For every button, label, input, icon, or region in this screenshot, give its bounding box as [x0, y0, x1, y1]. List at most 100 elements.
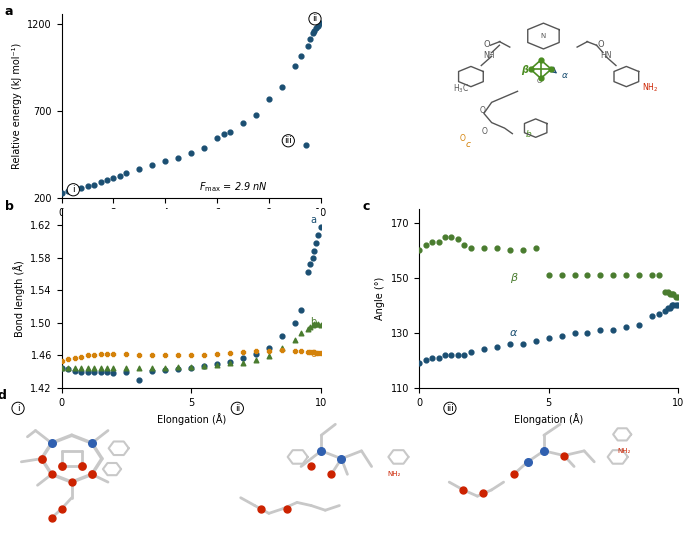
Text: α: α	[562, 71, 567, 80]
Point	[315, 18, 326, 27]
Text: O: O	[459, 134, 465, 143]
Text: $F_{\mathrm{max}}$ = 2.9 nN: $F_{\mathrm{max}}$ = 2.9 nN	[199, 180, 268, 194]
Point	[306, 462, 316, 471]
Point	[296, 51, 307, 60]
Point	[134, 350, 145, 359]
Point	[62, 187, 73, 196]
Point	[308, 348, 319, 357]
Point	[212, 360, 223, 369]
Point	[310, 348, 321, 357]
Text: HN: HN	[600, 51, 612, 60]
Point	[69, 366, 80, 375]
Point	[186, 363, 197, 372]
Point	[309, 348, 320, 357]
Point	[101, 175, 112, 184]
Point	[121, 364, 132, 373]
Point	[173, 362, 184, 371]
Point	[312, 348, 323, 357]
Point	[134, 364, 145, 373]
Point	[251, 110, 262, 119]
Point	[301, 140, 312, 149]
Point	[173, 365, 184, 374]
Point	[308, 321, 319, 330]
Point	[312, 319, 323, 328]
Point	[276, 346, 287, 355]
Point	[608, 326, 619, 335]
Point	[46, 439, 57, 448]
Point	[199, 143, 210, 152]
Point	[446, 350, 457, 359]
Point	[88, 180, 99, 189]
Text: c: c	[466, 140, 471, 148]
Point	[56, 462, 67, 471]
Point	[101, 364, 112, 373]
Point	[478, 489, 489, 498]
Point	[446, 232, 457, 241]
Point	[101, 367, 112, 376]
Point	[75, 367, 86, 376]
Text: O: O	[550, 67, 556, 73]
Point	[673, 301, 684, 310]
Point	[114, 171, 125, 180]
Point	[302, 325, 313, 334]
Point	[108, 173, 119, 182]
Point	[121, 169, 132, 178]
Point	[282, 504, 292, 513]
Point	[69, 185, 80, 194]
Point	[147, 364, 158, 373]
Point	[264, 352, 275, 360]
Point	[433, 238, 444, 247]
Point	[647, 312, 658, 321]
Point	[147, 366, 158, 375]
Point	[212, 360, 223, 369]
Point	[95, 178, 106, 187]
Point	[75, 364, 86, 373]
Text: b: b	[525, 131, 531, 140]
Point	[251, 356, 262, 365]
Point	[289, 319, 300, 328]
Text: α: α	[510, 328, 517, 338]
Point	[530, 336, 541, 345]
Point	[296, 329, 307, 338]
Point	[56, 364, 67, 373]
Point	[173, 153, 184, 162]
Text: β: β	[521, 65, 528, 75]
Text: β: β	[510, 273, 517, 283]
X-axis label: Elongation (Å): Elongation (Å)	[157, 413, 226, 425]
Text: O: O	[480, 107, 486, 116]
Point	[251, 347, 262, 356]
Point	[134, 165, 145, 174]
Text: H$_3$C: H$_3$C	[453, 82, 469, 95]
Point	[289, 62, 300, 71]
Point	[414, 246, 425, 255]
Text: i: i	[72, 185, 75, 194]
Point	[296, 347, 307, 356]
Point	[82, 351, 93, 360]
Point	[302, 267, 313, 276]
Point	[62, 355, 73, 364]
Point	[662, 287, 673, 296]
Y-axis label: Relative energy (kJ mol⁻¹): Relative energy (kJ mol⁻¹)	[12, 43, 22, 169]
Point	[558, 451, 569, 460]
Point	[238, 353, 249, 362]
Point	[305, 348, 316, 357]
Text: O: O	[537, 78, 543, 84]
Text: NH₂: NH₂	[618, 448, 631, 454]
Point	[86, 439, 97, 448]
Point	[305, 259, 316, 268]
Point	[326, 470, 337, 479]
Point	[264, 95, 275, 104]
Point	[569, 329, 580, 338]
Point	[276, 331, 287, 340]
Point	[264, 347, 275, 356]
Point	[56, 504, 67, 513]
Point	[665, 290, 676, 299]
Point	[289, 347, 300, 356]
Point	[75, 183, 86, 192]
Point	[289, 335, 300, 344]
Point	[465, 243, 476, 252]
Point	[582, 329, 593, 338]
Point	[69, 364, 80, 373]
Point	[46, 470, 57, 479]
Point	[264, 344, 275, 353]
